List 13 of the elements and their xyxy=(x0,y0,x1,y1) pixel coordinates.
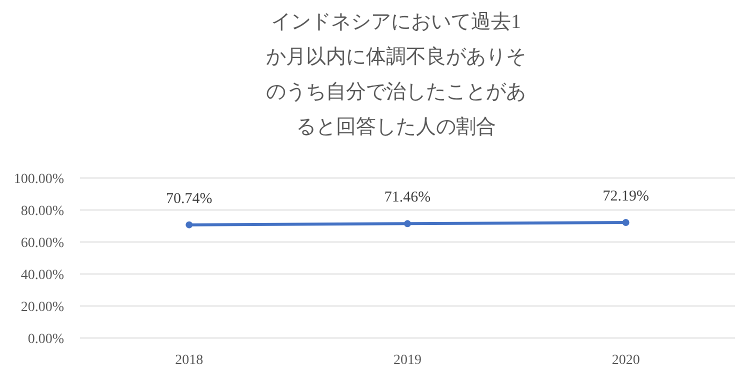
y-tick-label: 60.00% xyxy=(20,236,64,251)
y-tick-label: 40.00% xyxy=(20,268,64,283)
data-label: 71.46% xyxy=(384,190,431,206)
data-label: 70.74% xyxy=(166,190,212,207)
y-tick-label: 0.00% xyxy=(28,332,64,347)
chart-title: インドネシアにおいて過去1か月以内に体調不良がありそのうち自分で治したことがあると回答した人の割合 xyxy=(266,11,526,138)
y-tick-label: 20.00% xyxy=(20,300,64,315)
x-tick-label: 2020 xyxy=(612,353,640,368)
x-tick-label: 2019 xyxy=(394,353,422,368)
y-tick-label: 80.00% xyxy=(20,204,64,219)
data-label: 72.19% xyxy=(602,188,649,204)
x-tick-label: 2018 xyxy=(175,353,204,368)
y-tick-label: 100.00% xyxy=(14,172,64,187)
